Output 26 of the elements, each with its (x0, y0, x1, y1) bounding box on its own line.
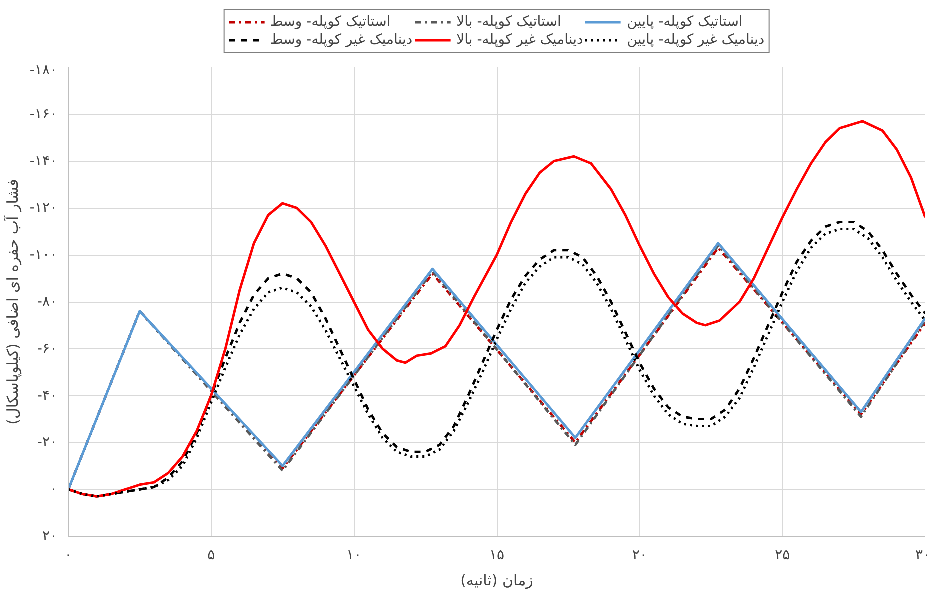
y-tick-label: ۰ (50, 482, 58, 498)
legend-label: دینامیک غیر کوپله- وسط (270, 32, 413, 48)
legend-label: استاتیک کوپله- وسط (270, 14, 391, 30)
y-tick-label: -۱۴۰ (30, 153, 58, 170)
y-tick-label: -۸۰ (37, 294, 58, 310)
legend-label: دینامیک غیر کوپله- پایین (627, 32, 765, 48)
legend-label: دینامیک غیر کوپله- بالا (456, 32, 584, 48)
y-tick-label: -۱۶۰ (30, 106, 58, 122)
x-tick-label: ۲۵ (775, 548, 790, 564)
y-tick-label: -۴۰ (37, 388, 58, 404)
y-tick-label: ۲۰ (42, 528, 58, 544)
x-tick-label: ۱۵ (489, 548, 505, 564)
legend-label: استاتیک کوپله- بالا (456, 14, 562, 30)
x-tick-label: ۰ (64, 548, 72, 564)
x-tick-label: ۵ (208, 548, 216, 564)
y-axis-title: فشار آب حفره ای اضافی (کیلوپاسکال) (2, 179, 22, 425)
x-tick-label: ۲۰ (632, 548, 648, 564)
x-tick-label: ۱۰ (346, 548, 362, 564)
y-tick-label: -۱۲۰ (30, 200, 58, 216)
legend-label: استاتیک کوپله- پایین (627, 14, 743, 30)
y-tick-label: -۶۰ (37, 340, 58, 357)
y-tick-label: -۱۰۰ (30, 247, 58, 264)
x-tick-label: ۳۰ (915, 548, 931, 564)
x-axis-title: زمان (ثانیه) (460, 572, 534, 590)
y-tick-label: -۲۰ (37, 434, 58, 451)
y-tick-label: -۱۸۰ (30, 62, 58, 78)
